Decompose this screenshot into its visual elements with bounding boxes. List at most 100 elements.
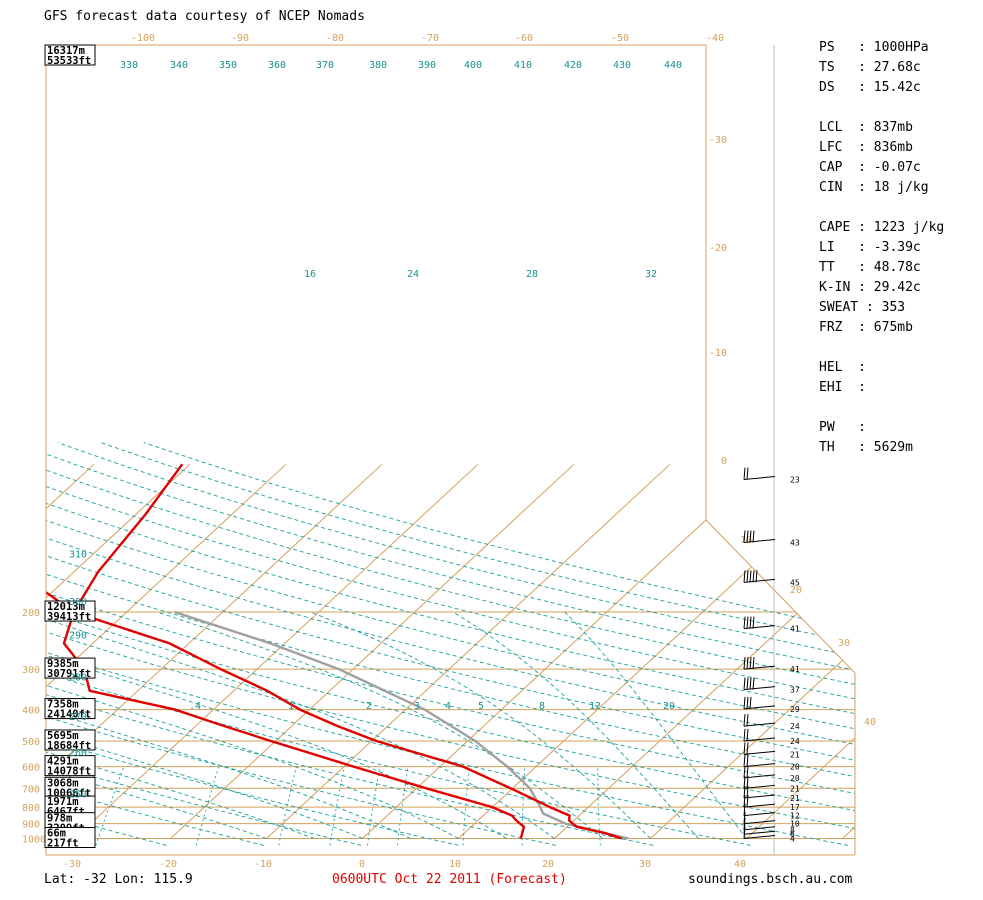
wind-barb-staff: [743, 835, 776, 839]
right-tick-label: 40: [864, 717, 876, 728]
wind-barb-flag: [752, 570, 755, 583]
wind-barb-staff: [743, 722, 776, 727]
height-ft-300: 30791ft: [47, 668, 91, 680]
wind-barb-flag: [746, 728, 749, 742]
wind-speed-label: 41: [790, 625, 800, 634]
top-height-box: [44, 44, 96, 66]
moist-adiabat: [46, 611, 507, 839]
wind-speed-label: 29: [790, 705, 800, 714]
x-tick-label: -30: [63, 859, 81, 870]
mixing-ratio-label: 24: [407, 269, 419, 280]
wind-barb-staff: [743, 750, 776, 755]
isotherm: [650, 463, 855, 839]
location-label: Lat: -32 Lon: 115.9: [44, 872, 193, 887]
dry-adiabat: [46, 442, 855, 846]
pressure-label-200: 200: [22, 608, 40, 619]
right-tick-label: 20: [790, 585, 802, 596]
height-m-900: 978m: [47, 813, 72, 825]
stat-tt: TT : 48.78c: [819, 260, 921, 275]
wind-barb-flag: [746, 467, 749, 480]
wind-barb-staff: [743, 784, 776, 789]
theta-label: 250: [69, 789, 87, 800]
wind-speed-label: 41: [790, 665, 800, 674]
moist-adiabat: [310, 611, 651, 839]
dry-adiabat: [46, 442, 855, 846]
wind-barb: [743, 467, 776, 481]
mixing-ratio-label: 5: [478, 701, 484, 712]
dry-adiabat: [46, 442, 855, 846]
top-tick-label: -40: [706, 33, 724, 44]
theta-e-label: 360: [268, 60, 286, 71]
theta-e-label: 440: [664, 60, 682, 71]
theta-label: 300: [69, 597, 87, 608]
parcel-line: [174, 610, 629, 840]
wind-barb-flag: [743, 677, 746, 690]
height-m-600: 4291m: [47, 756, 79, 768]
temperature-line: [72, 463, 623, 840]
mixing-ratio-line: [95, 766, 125, 846]
wind-barb-flag: [743, 742, 746, 755]
wind-barb-flag: [749, 677, 752, 690]
height-label-box: [44, 600, 96, 622]
wind-barb: [743, 776, 776, 789]
height-m-300: 9385m: [47, 658, 79, 670]
wind-barb-flag: [743, 811, 746, 824]
x-tick-label: 10: [449, 859, 461, 870]
wind-barb-flag: [749, 530, 752, 543]
wind-barb-flag: [746, 754, 749, 767]
wind-speed-label: 4: [790, 835, 795, 844]
dry-adiabat: [46, 442, 855, 846]
wind-barb-flag: [743, 776, 746, 789]
stat-sweat: SWEAT : 353: [819, 300, 906, 315]
wind-barb-flag: [743, 696, 746, 709]
wind-speed-label: 43: [790, 538, 800, 547]
x-tick-label: 30: [639, 859, 651, 870]
wind-speed-label: 8: [790, 826, 795, 835]
x-tick-label: -20: [159, 859, 177, 870]
wind-barb: [743, 765, 776, 779]
theta-label: 260: [69, 748, 87, 759]
height-m-500: 5695m: [47, 730, 79, 742]
height-m-800: 1971m: [47, 796, 79, 808]
pressure-label-400: 400: [22, 706, 40, 717]
top-tick-label: -60: [515, 33, 533, 44]
wind-speed-label: 37: [790, 686, 800, 695]
mixing-ratio-line: [278, 766, 297, 846]
wind-barb-flag: [746, 530, 749, 543]
chart-header: GFS forecast data courtesy of NCEP Nomad…: [44, 9, 365, 24]
wind-barb: [743, 728, 776, 742]
top-tick-label: -80: [326, 33, 344, 44]
theta-e-label: 370: [316, 60, 334, 71]
pressure-label-900: 900: [22, 820, 40, 831]
wind-barb: [743, 616, 776, 630]
x-tick-label: -10: [254, 859, 272, 870]
height-label-box: [44, 698, 96, 720]
pressure-label-800: 800: [22, 803, 40, 814]
wind-barb-flag: [743, 530, 746, 543]
stats-gap: [819, 98, 944, 118]
top-tick-label: -70: [421, 33, 439, 44]
wind-speed-label: 20: [790, 763, 800, 772]
mixing-ratio-line: [597, 766, 601, 846]
wind-barb-flag: [743, 570, 746, 583]
theta-label: 290: [69, 631, 87, 642]
wind-barb-staff: [743, 803, 776, 808]
theta-e-label: 350: [219, 60, 237, 71]
stat-hel: HEL :: [819, 360, 874, 375]
mixing-ratio-line: [462, 766, 470, 846]
height-ft-500: 18684ft: [47, 740, 91, 752]
stat-ts: TS : 27.68c: [819, 60, 921, 75]
dry-adiabat: [100, 442, 855, 846]
wind-speed-label: 24: [790, 722, 800, 731]
right-tick-label: -20: [709, 243, 727, 254]
stats-gap: [819, 198, 944, 218]
wind-barb: [743, 742, 776, 755]
x-tick-label: 0: [359, 859, 365, 870]
isotherm: [554, 463, 855, 839]
isotherm: [362, 463, 767, 839]
top-tick-label: -90: [231, 33, 249, 44]
wind-barb-staff: [743, 763, 776, 768]
mixing-ratio-label: .4: [189, 701, 201, 712]
height-m-1000: 66m: [47, 828, 66, 840]
isotherm: [46, 463, 383, 839]
